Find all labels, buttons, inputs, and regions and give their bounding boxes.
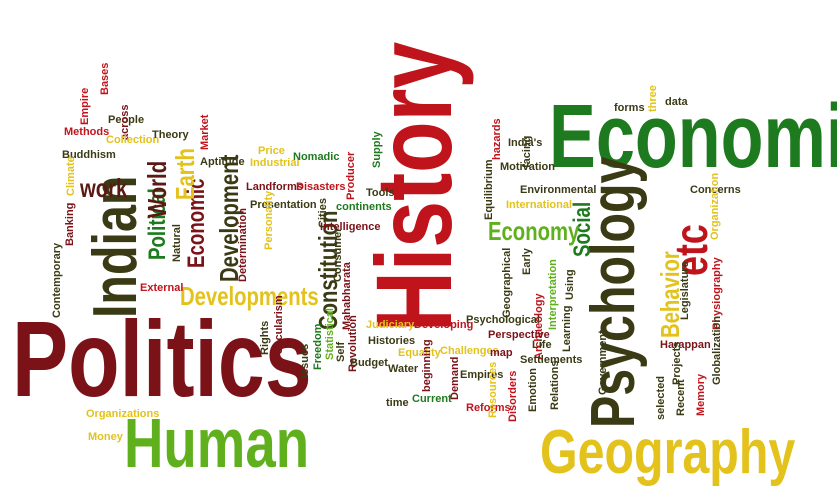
word-hazards: hazards [491,118,503,160]
word-secularism: Secularism [273,295,285,354]
word-empires: Empires [460,369,504,381]
word-time: time [386,397,409,409]
word-developing: Developing [414,319,474,331]
word-equality: Equality [398,347,441,359]
word-environmental: Environmental [520,184,597,196]
word-geography: Geography [540,418,796,487]
word-landforms: Landforms [246,181,303,193]
word-human: Human [124,404,310,482]
word-challenges: Challenges [440,345,499,357]
word-continents: continents [336,201,392,213]
word-empire: Empire [79,87,91,125]
word-banking: Banking [64,202,76,246]
word-psychological: Psychological [466,314,540,326]
word-developments: Developments [180,281,319,311]
word-relations: Relations [549,360,561,410]
word-freedom: Freedom [312,323,324,370]
word-disorders: Disorders [507,370,519,422]
word-producer: Producer [345,151,357,200]
word-psychology: Psychology [579,156,648,429]
word-presentation: Presentation [250,199,317,211]
word-people: People [108,114,145,126]
word-tools: Tools [366,187,395,199]
word-earth: Earth [170,148,200,200]
word-personality: Personality [263,190,275,250]
word-equilibrium: Equilibrium [483,159,495,221]
word-international: International [506,199,573,211]
word-early: Early [521,248,533,275]
word-learning: Learning [561,305,573,352]
word-beginning: beginning [421,339,433,392]
word-organizations: Organizations [86,408,160,420]
word-perspective: Perspective [488,329,550,341]
word-forms: forms [614,102,645,114]
word-determination: Determination [237,208,249,282]
word-memory: Memory [695,373,707,416]
word-world: World [142,160,172,218]
word-collection: Collection [106,134,160,146]
word-interpretation: Interpretation [547,259,559,330]
word-issues: issues [299,343,311,378]
word-histories: Histories [368,335,416,347]
word-indias: India's [508,137,543,149]
word-intelligence: Intelligence [320,221,381,233]
word-selected: selected [655,375,667,420]
word-economics: Economics [549,87,837,187]
word-map: map [490,347,513,359]
word-resources: Resources [487,361,499,418]
word-life: Life [532,339,552,351]
word-money: Money [88,431,123,443]
word-contemporary: Contemporary [51,242,63,318]
word-disasters: Disasters [296,181,346,193]
word-emotion: Emotion [527,368,539,412]
word-data: data [665,96,688,108]
word-reforms: Reforms [466,402,511,414]
word-concerns: Concerns [690,184,741,196]
word-recent: Recent [675,379,687,416]
word-judiciary: Judiciary [366,319,415,331]
word-aptitude: Aptitude [200,156,245,168]
word-legislature: Legislature [679,261,691,320]
word-government: Government [597,330,609,395]
word-organization: Organization [709,172,721,240]
word-self: Self [335,341,347,362]
word-motivation: Motivation [500,161,555,173]
word-natural: Natural [171,224,183,262]
word-current: Current [412,393,452,405]
word-market: Market [199,114,211,150]
word-water: Water [388,363,419,375]
word-economy: Economy [488,216,580,246]
word-methods: Methods [64,126,110,138]
word-settlements: Settlements [520,354,583,366]
word-work: work [80,173,128,203]
word-theory: Theory [152,129,189,141]
word-three: three [647,85,659,112]
word-buddhism: Buddhism [62,149,116,161]
word-bases: Bases [99,62,111,95]
word-budget: Budget [350,357,388,369]
word-geographical: Geographical [501,247,513,318]
word-using: Using [564,269,576,300]
word-rights: Rights [259,320,271,355]
word-harappan: Harappan [660,339,711,351]
word-globalization: Globalization [711,315,723,385]
word-supply: Supply [371,131,383,168]
word-price: Price [258,145,285,157]
word-politics: Politics [12,298,312,419]
word-nomadic: Nomadic [293,151,340,163]
word-external: External [140,282,184,294]
word-climate: Climate [65,156,77,196]
word-industrial: Industrial [250,157,300,169]
